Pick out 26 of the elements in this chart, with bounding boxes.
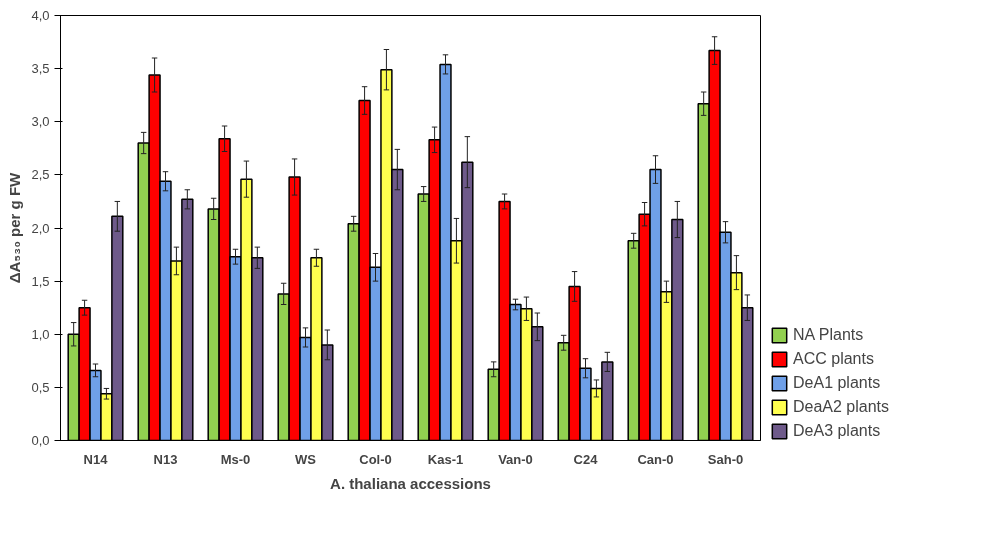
y-tick-label: 0,0	[31, 433, 50, 448]
x-tick-label: Van-0	[498, 451, 533, 467]
legend-label: NA Plants	[793, 326, 864, 344]
legend-label: DeA3 plants	[793, 422, 881, 440]
x-tick-label: Col-0	[359, 451, 392, 467]
legend-label: DeA1 plants	[793, 374, 881, 392]
y-tick-label: 4,0	[31, 8, 50, 23]
x-tick-label: Ms-0	[220, 451, 251, 467]
x-tick-label: WS	[295, 451, 317, 467]
x-tick-label: C24	[573, 451, 599, 467]
y-tick-label: 2,5	[31, 167, 50, 183]
y-tick-label: 0,5	[31, 379, 50, 395]
y-tick-label: 2,0	[31, 220, 50, 236]
legend-label: DeaA2 plants	[793, 398, 890, 416]
y-tick-label: 1,5	[31, 273, 50, 289]
y-axis-title: ΔA₅₃₀ per g FW	[6, 171, 24, 284]
y-tick-label: 1,0	[31, 326, 50, 342]
x-tick-label: N13	[153, 451, 178, 467]
x-tick-label: Kas-1	[427, 451, 464, 467]
x-tick-label: Can-0	[637, 451, 674, 467]
x-tick-label: Sah-0	[707, 451, 744, 467]
y-tick-label: 3,0	[31, 114, 50, 130]
legend-label: ACC plants	[793, 350, 874, 368]
x-tick-label: N14	[83, 451, 109, 467]
y-tick-label: 3,5	[31, 61, 50, 77]
x-axis-title: A. thaliana accessions	[330, 474, 491, 492]
